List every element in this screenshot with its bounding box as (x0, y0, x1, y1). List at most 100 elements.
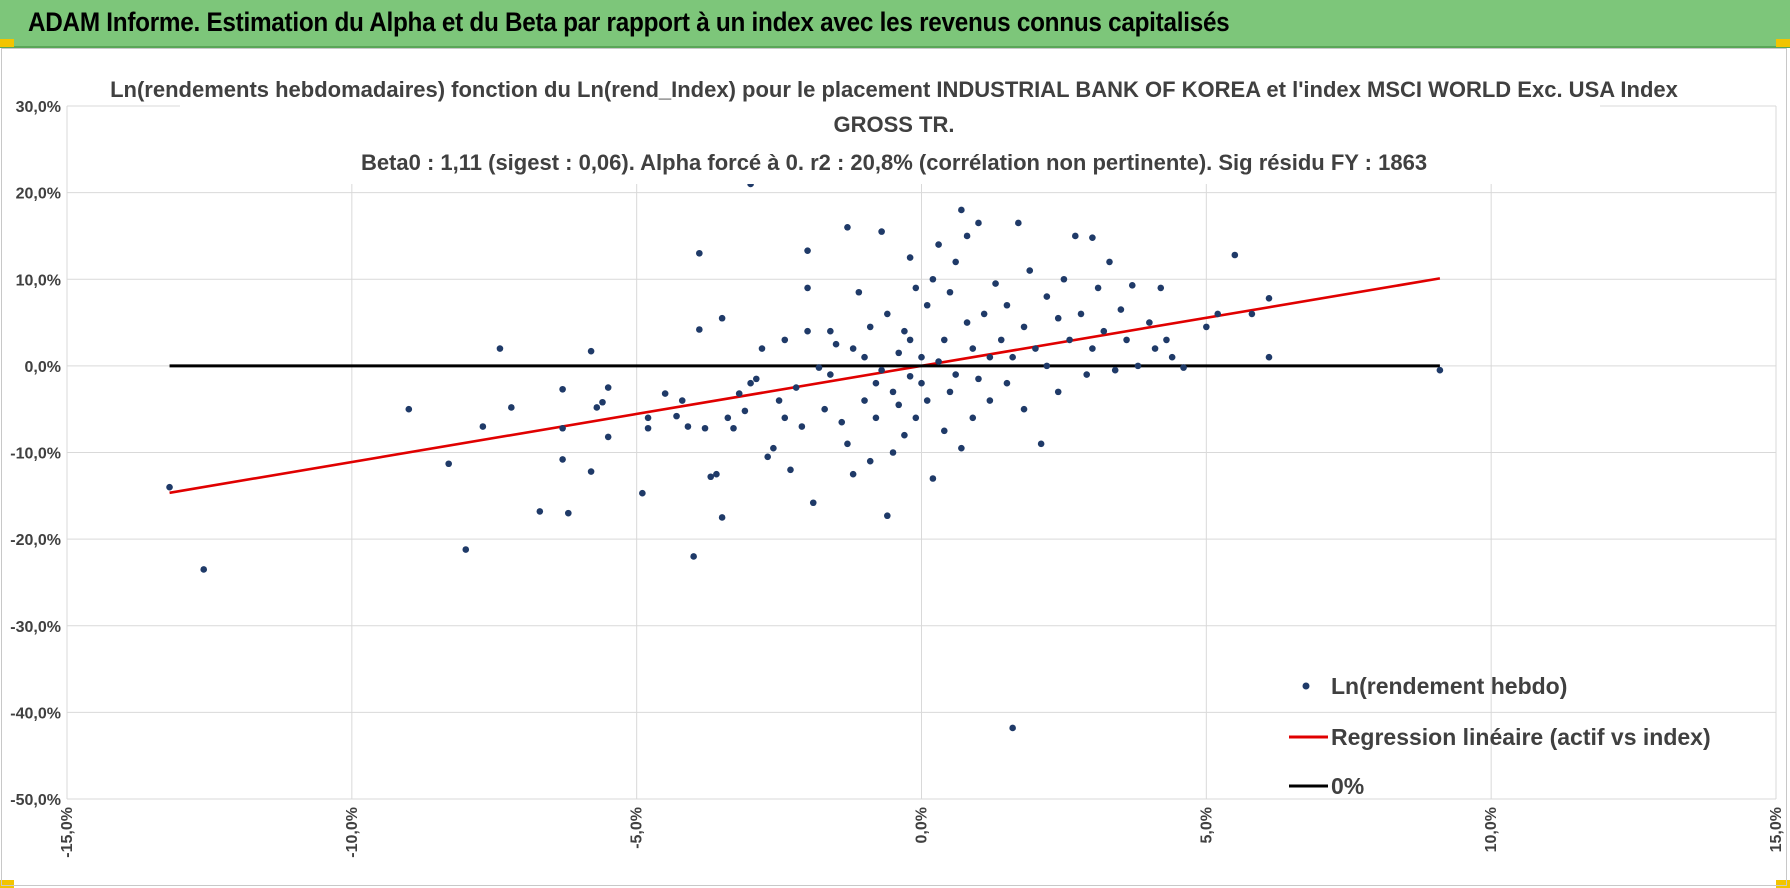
corner-marker-top-right (1776, 39, 1790, 47)
data-point (200, 566, 208, 573)
data-point (804, 247, 811, 254)
data-point (992, 280, 999, 287)
data-point (747, 379, 754, 387)
data-point (918, 353, 925, 361)
data-point (166, 483, 173, 491)
y-tick-label: -20,0% (10, 532, 61, 549)
data-point (1128, 282, 1136, 289)
data-point (1248, 310, 1256, 318)
data-point (1043, 362, 1051, 370)
data-point (946, 288, 954, 296)
data-point (1111, 366, 1119, 374)
data-point (929, 475, 937, 482)
data-point (815, 364, 823, 371)
data-point (1231, 251, 1239, 259)
y-tick-label: 30,0% (16, 99, 61, 116)
header-banner: ADAM Informe. Estimation du Alpha et du … (0, 0, 1790, 48)
x-tick-label: 15,0% (1768, 807, 1785, 852)
y-tick-label: 10,0% (16, 272, 61, 289)
data-point (923, 301, 931, 309)
data-point (1009, 724, 1016, 732)
data-point (741, 407, 749, 415)
data-point (866, 457, 874, 465)
chart-frame (1, 48, 1787, 886)
chart-title-line-3: Beta0 : 1,11 (sigest : 0,06). Alpha forc… (361, 150, 1427, 175)
data-point (599, 398, 606, 406)
legend-label-regression: Regression linéaire (actif vs index) (1331, 724, 1711, 750)
data-point (1100, 327, 1108, 335)
data-point (1060, 275, 1068, 283)
data-point (975, 375, 982, 383)
data-point (872, 414, 880, 422)
data-point (906, 254, 914, 261)
data-point (1032, 345, 1039, 352)
data-point (1083, 371, 1091, 378)
data-point (1117, 306, 1125, 313)
y-tick-label: 20,0% (16, 186, 61, 203)
data-point (730, 424, 737, 432)
data-point (906, 372, 914, 380)
data-point (1015, 219, 1022, 227)
data-point (861, 353, 868, 361)
data-point (838, 418, 846, 426)
chart-title-line-2: GROSS TR. (833, 112, 954, 137)
data-point (872, 379, 880, 387)
data-point (644, 414, 652, 422)
data-point (935, 358, 942, 365)
data-point (775, 397, 783, 404)
data-point (849, 345, 857, 352)
data-point (952, 258, 959, 266)
data-point (559, 456, 566, 463)
data-point (827, 327, 834, 335)
y-tick-label: -10,0% (10, 446, 61, 463)
data-point (559, 424, 566, 432)
y-tick-label: 0,0% (25, 359, 61, 376)
data-point (1043, 293, 1051, 300)
data-point (866, 323, 874, 331)
data-point (901, 327, 908, 335)
title-backdrop (180, 72, 1600, 184)
data-point (1054, 388, 1062, 396)
data-point (724, 414, 732, 422)
data-point (1026, 267, 1034, 274)
data-point (707, 473, 715, 481)
data-point (735, 390, 743, 397)
data-point (827, 371, 834, 378)
data-point (752, 375, 760, 383)
data-point (673, 412, 680, 420)
data-point (718, 314, 726, 322)
data-point (1134, 362, 1142, 370)
data-point (878, 366, 885, 374)
data-point (986, 353, 994, 361)
data-point (935, 241, 942, 248)
data-point (661, 390, 669, 397)
data-point (496, 345, 504, 352)
legend-label-points: Ln(rendement hebdo) (1331, 673, 1567, 699)
data-point (958, 206, 965, 214)
data-point (884, 512, 891, 520)
data-point (462, 546, 470, 553)
data-point (906, 336, 914, 344)
data-point (696, 249, 703, 257)
data-point (678, 397, 686, 404)
data-point (684, 423, 692, 430)
scatter-points (166, 180, 1444, 732)
data-point (1168, 353, 1176, 361)
data-point (1009, 353, 1016, 361)
data-point (701, 424, 709, 432)
data-point (1094, 284, 1102, 292)
data-point (849, 470, 857, 478)
data-point (832, 340, 840, 348)
series-lines (169, 277, 1441, 495)
data-point (1037, 440, 1045, 448)
data-point (855, 288, 863, 296)
data-point (821, 405, 828, 413)
corner-marker-top-left (0, 39, 14, 47)
data-point (787, 466, 794, 474)
data-point (844, 223, 851, 231)
x-tick-label: 5,0% (1198, 807, 1215, 843)
data-point (878, 228, 885, 235)
data-point (445, 460, 452, 468)
data-point (889, 449, 897, 456)
